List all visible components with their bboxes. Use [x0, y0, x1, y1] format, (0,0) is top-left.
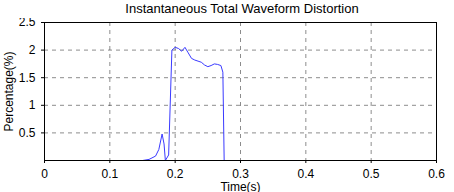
- svg-text:0.3: 0.3: [232, 167, 249, 181]
- svg-text:0.5: 0.5: [363, 167, 380, 181]
- svg-text:0.5: 0.5: [19, 126, 36, 140]
- svg-text:0.6: 0.6: [428, 167, 445, 181]
- svg-text:2.5: 2.5: [19, 18, 36, 29]
- svg-text:2: 2: [29, 43, 36, 57]
- svg-text:0.2: 0.2: [167, 167, 184, 181]
- svg-text:1.5: 1.5: [19, 71, 36, 85]
- svg-text:Time(s): Time(s): [220, 180, 260, 192]
- svg-text:0: 0: [41, 167, 48, 181]
- svg-text:Percentage(%): Percentage(%): [2, 51, 16, 131]
- svg-text:0.4: 0.4: [297, 167, 314, 181]
- svg-text:1: 1: [29, 98, 36, 112]
- html-text:Instantaneous Total Waveform D: Instantaneous Total Waveform Distortion: [125, 1, 359, 16]
- svg-text:0.1: 0.1: [101, 167, 118, 181]
